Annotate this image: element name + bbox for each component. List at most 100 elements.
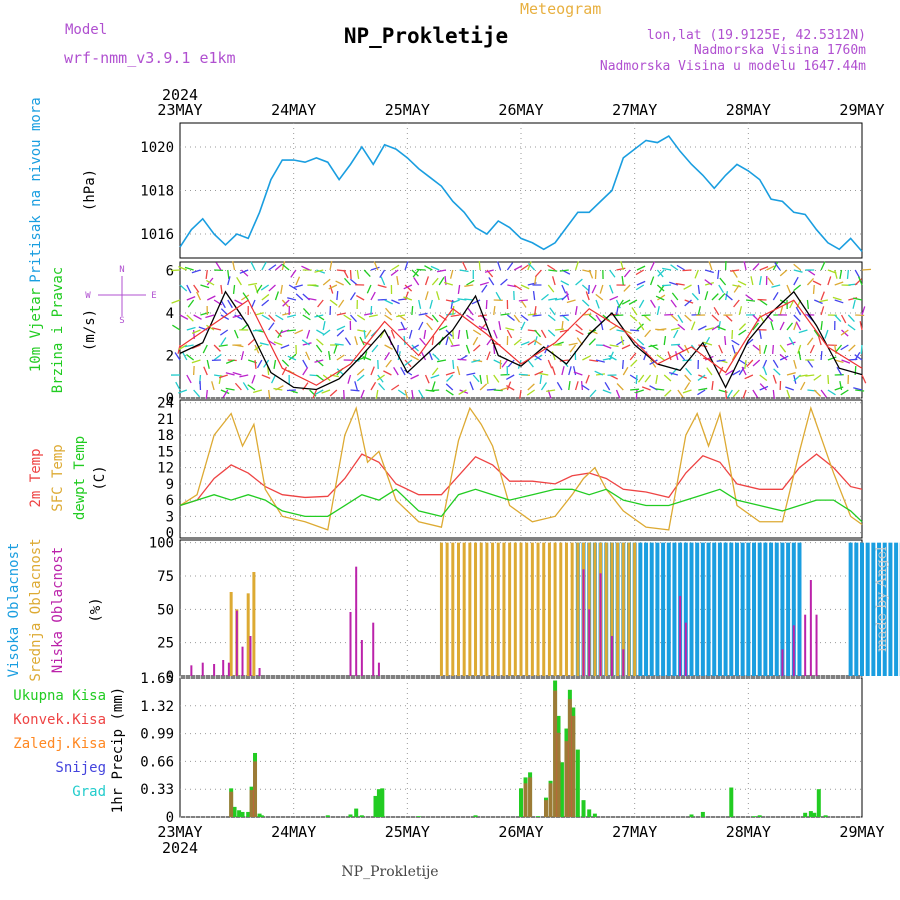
wind-barb [861,374,867,384]
wind-barb [335,280,344,286]
wind-barb [234,382,242,391]
cloud-bar-1 [564,542,568,676]
cloud-bar-1 [513,542,517,676]
precip-bar-0 [354,808,359,817]
wind-barb [711,324,720,331]
wind-barb [396,276,399,286]
wind-barb [225,387,235,391]
wind-barb [664,389,672,397]
temp-label-dewpt: dewpt Temp [72,436,88,520]
wind-barb [718,366,724,376]
wind-barb [286,329,297,332]
wind-barb [287,314,297,318]
y-tick-temperature-6: 6 [166,493,174,509]
cloud-bar-2 [804,614,807,676]
wind-barb [540,382,548,391]
wind-barb [424,374,430,384]
cloud-bar-0 [695,542,700,676]
pressure-line [179,135,863,252]
wind-barb [609,344,619,348]
wind-barb [431,314,439,323]
wind-barb [820,320,823,331]
wind-barb [506,262,514,271]
wind-barb [462,261,468,271]
wind-barb [786,341,796,346]
y-tick-temperature-12: 12 [157,461,174,477]
wind-barb [575,329,584,336]
x-tick-top-27MAY: 27MAY [612,101,657,119]
cloud-bar-0 [888,542,893,676]
wind-barb [675,351,679,361]
cloud-bar-1 [593,542,597,676]
wind-barb [517,359,522,369]
wind-barb [445,389,454,396]
wind-barb [418,389,424,399]
cloud-bar-1 [530,542,534,676]
wind-barb [604,381,611,391]
wind-barb [854,354,863,361]
wind-barb [343,389,345,400]
wind-barb [667,351,672,361]
wind-barb [301,265,310,271]
wind-barb [312,389,318,399]
x-tick-bottom-25MAY: 25MAY [385,823,430,841]
wind-barb [314,314,324,318]
wind-barb [798,374,808,378]
cloud-bar-0 [763,542,768,676]
wind-barb [655,295,665,301]
y-tick-cloud-75: 75 [157,569,174,585]
cloud-bar-2 [201,662,204,676]
wind-barb [404,261,409,271]
wind-barb [452,329,454,340]
y-tick-wind-4: 4 [166,306,174,322]
wind-barb [635,284,645,291]
wind-barb [466,279,475,286]
precip-bar-1 [249,790,254,817]
wind-barb [186,284,192,294]
wind-barb [852,299,856,309]
wind-barb [609,284,614,294]
year-bottom: 2024 [162,839,198,857]
wind-barb [636,338,645,346]
wind-barb [556,381,563,391]
wind-barb [532,290,536,301]
wind-barb [818,299,829,303]
wind-barb [430,374,440,379]
wind-barb [547,359,553,369]
wind-barb [617,299,624,308]
wind-barb [737,280,747,286]
y-tick-temperature-0: 0 [166,526,174,542]
wind-barb [424,265,433,271]
wind-barb [574,261,579,271]
wind-barb [807,269,816,276]
cloud-bar-2 [372,622,375,676]
precip-bar-1 [564,741,569,817]
temp-dewpt-line [179,488,863,523]
cloud-bar-1 [456,542,460,676]
wind-barb [356,314,366,321]
wind-barb [186,296,196,301]
wind-barb [718,284,725,294]
wind-barb [450,299,460,304]
wind-barb [759,299,768,306]
wind-barb [322,374,331,382]
wind-barb [560,280,570,286]
cloud-bar-2 [235,610,238,676]
wind-barb [568,380,571,391]
wind-barb [315,344,323,353]
cloud-bar-0 [689,542,694,676]
wind-barb [500,278,508,286]
precip-bar-1 [548,783,553,817]
wind-barb [520,299,527,308]
wind-barb [416,268,426,271]
wind-barb [650,299,656,308]
precip-bar-0 [473,815,478,817]
wind-barb [817,336,822,346]
wind-barb [281,366,288,376]
wind-barb [400,321,406,331]
wind-barb [271,374,277,384]
wind-barb [752,389,759,398]
wind-barb [411,305,414,316]
wind-barb [227,299,233,309]
wind-barb [261,261,267,271]
